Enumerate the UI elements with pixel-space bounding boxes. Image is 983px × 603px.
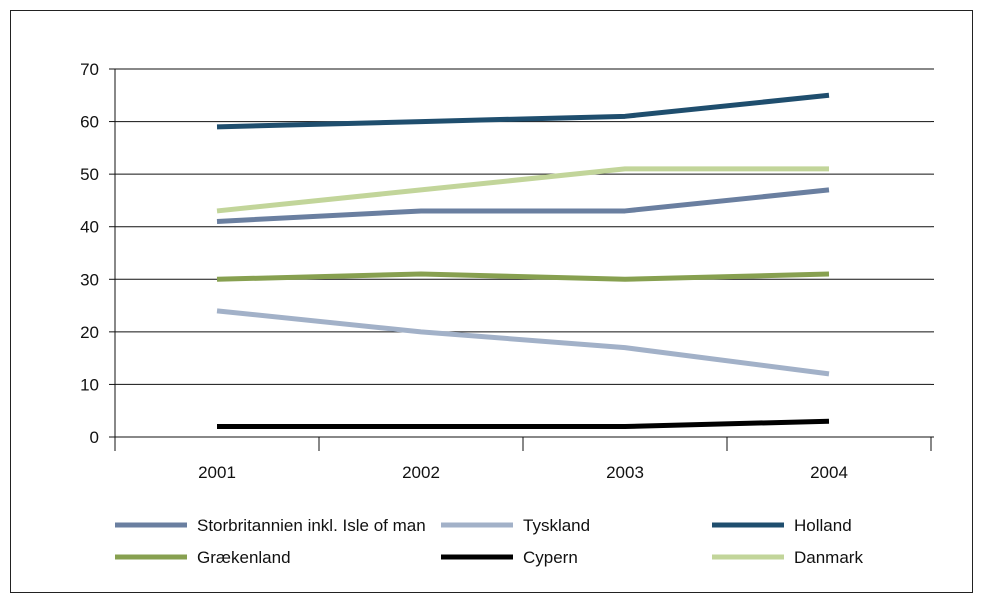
- data-point: [215, 124, 220, 129]
- data-point: [215, 219, 220, 224]
- data-point: [215, 308, 220, 313]
- data-point: [419, 208, 424, 213]
- axes: 0 10 20 30 40 50 60 70 2001 2002 2003 2004: [80, 60, 934, 482]
- series-line-2: [216, 308, 830, 377]
- series-lines: [215, 92, 832, 429]
- series-line-1: [216, 187, 830, 224]
- data-point: [215, 277, 220, 282]
- legend-label: Tyskland: [523, 516, 590, 535]
- legend-label: Storbritannien inkl. Isle of man: [197, 516, 426, 535]
- data-point: [419, 119, 424, 124]
- data-point: [623, 114, 628, 119]
- y-tick-label: 50: [80, 165, 99, 184]
- y-tick-label: 60: [80, 113, 99, 132]
- data-point: [827, 371, 832, 376]
- data-point: [827, 272, 832, 277]
- data-point: [623, 208, 628, 213]
- legend-label: Cypern: [523, 548, 578, 567]
- legend-label: Danmark: [794, 548, 863, 567]
- data-point: [623, 166, 628, 171]
- data-point: [623, 345, 628, 350]
- y-tick-label: 0: [90, 428, 99, 447]
- y-tick-label: 10: [80, 375, 99, 394]
- y-tick-label: 70: [80, 60, 99, 79]
- data-point: [419, 329, 424, 334]
- data-point: [623, 424, 628, 429]
- data-point: [215, 424, 220, 429]
- data-point: [827, 93, 832, 98]
- legend-label: Holland: [794, 516, 852, 535]
- line-chart: 0 10 20 30 40 50 60 70 2001 2002 2003 2004 Storbrit…: [80, 60, 934, 567]
- data-point: [827, 187, 832, 192]
- x-tick-label: 2002: [402, 463, 440, 482]
- legend-label: Grækenland: [197, 548, 291, 567]
- legend: Storbritannien inkl. Isle of man Tyskland…: [115, 516, 863, 567]
- x-tick-label: 2003: [606, 463, 644, 482]
- data-point: [419, 424, 424, 429]
- data-point: [215, 208, 220, 213]
- series-line-5: [217, 418, 830, 429]
- data-point: [419, 187, 424, 192]
- y-tick-label: 30: [80, 270, 99, 289]
- series-line-4: [216, 271, 830, 282]
- chart-frame: 0 10 20 30 40 50 60 70 2001 2002 2003 2004 Storbrit…: [10, 10, 973, 593]
- data-point: [419, 272, 424, 277]
- y-tick-label: 20: [80, 323, 99, 342]
- data-point: [827, 166, 832, 171]
- x-tick-label: 2004: [810, 463, 848, 482]
- series-line-6: [216, 166, 829, 214]
- data-point: [623, 277, 628, 282]
- y-tick-label: 40: [80, 218, 99, 237]
- x-tick-label: 2001: [198, 463, 236, 482]
- series-line-3: [216, 92, 830, 130]
- data-point: [827, 419, 832, 424]
